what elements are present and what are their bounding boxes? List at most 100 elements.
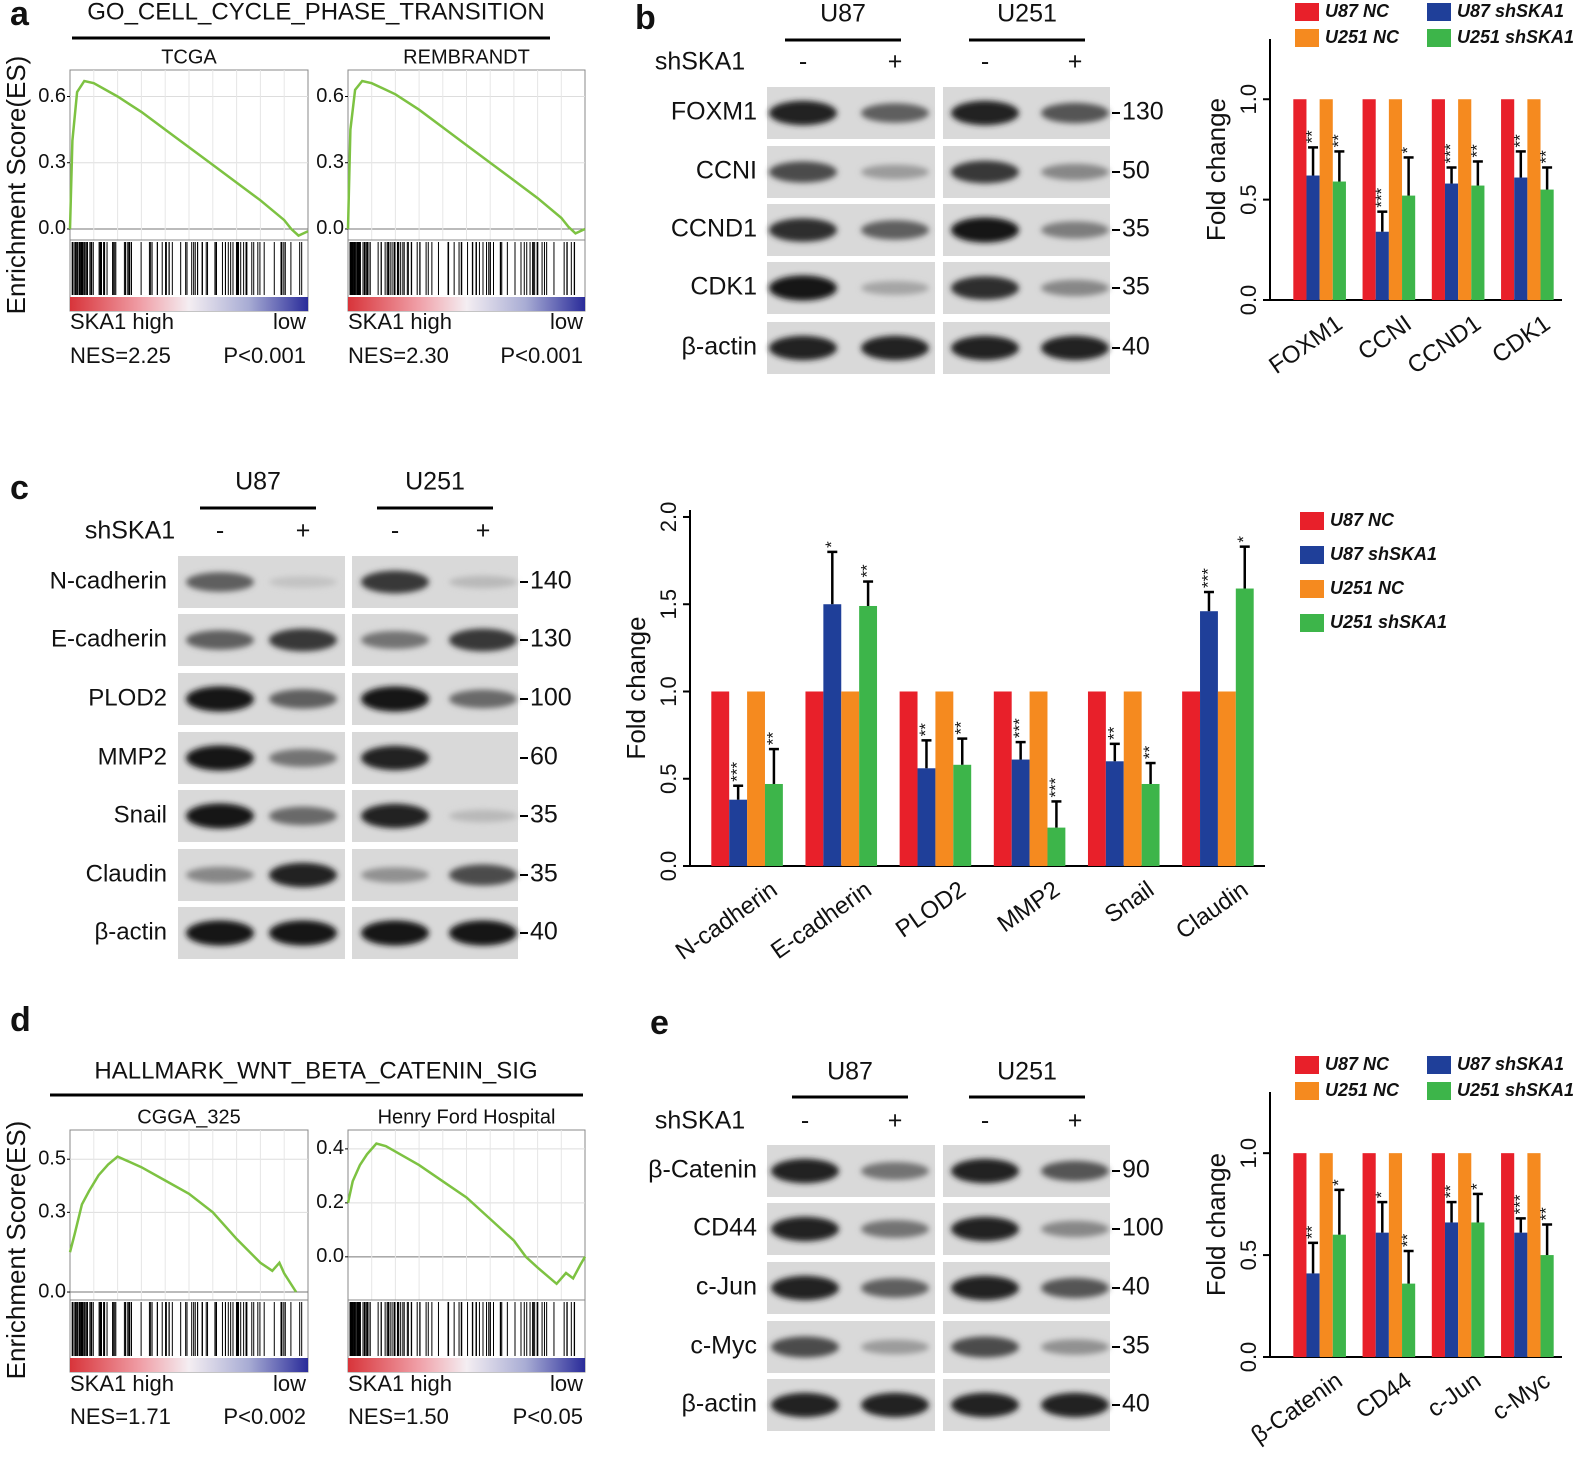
blot-band bbox=[861, 103, 929, 123]
significance-label: * bbox=[822, 541, 841, 548]
legend-swatch bbox=[1427, 29, 1451, 47]
significance-label: *** bbox=[1441, 143, 1460, 163]
blot-band bbox=[771, 1336, 839, 1358]
marker-label: 60 bbox=[530, 743, 558, 771]
y-tick-label: 0.3 bbox=[38, 151, 66, 173]
marker-label: 35 bbox=[1122, 215, 1150, 243]
bar bbox=[1105, 761, 1124, 866]
blot-band bbox=[1041, 1160, 1109, 1182]
blot-band bbox=[269, 628, 337, 652]
rank-high-label: SKA1 high bbox=[70, 309, 174, 334]
marker-label: 90 bbox=[1122, 1156, 1150, 1184]
bar bbox=[1444, 1222, 1459, 1357]
bar bbox=[747, 691, 765, 866]
y-tick-label: 0.5 bbox=[1236, 1240, 1261, 1271]
legend-label: U87 shSKA1 bbox=[1330, 544, 1437, 564]
rank-high-label: SKA1 high bbox=[348, 309, 452, 334]
significance-label: ** bbox=[1329, 134, 1348, 148]
significance-label: * bbox=[1329, 1179, 1348, 1186]
cell-line-label: U87 bbox=[820, 0, 866, 28]
legend-swatch bbox=[1427, 3, 1451, 21]
treatment-label: shSKA1 bbox=[655, 1107, 745, 1135]
bar bbox=[1527, 99, 1541, 300]
significance-label: ** bbox=[763, 731, 782, 745]
significance-label: ** bbox=[1510, 134, 1529, 148]
blot-band bbox=[361, 920, 429, 946]
cell-line-label: U87 bbox=[827, 1058, 873, 1086]
bar bbox=[1217, 691, 1236, 866]
es-curve bbox=[68, 1155, 298, 1293]
marker-label: 40 bbox=[1122, 333, 1150, 361]
blot-band bbox=[186, 630, 254, 650]
y-axis-label: Enrichment Score(ES) bbox=[1, 56, 31, 315]
bar bbox=[899, 691, 918, 866]
protein-label: CDK1 bbox=[690, 273, 757, 301]
bar bbox=[805, 691, 824, 866]
y-tick-label: 0.0 bbox=[38, 1280, 66, 1302]
bar bbox=[1527, 1153, 1541, 1357]
bar bbox=[1011, 759, 1030, 866]
bar bbox=[1458, 99, 1472, 300]
y-tick-label: 0.0 bbox=[316, 1245, 344, 1267]
es-curve bbox=[346, 1142, 587, 1286]
blot-band bbox=[186, 686, 254, 712]
nes-label: NES=2.25 bbox=[70, 343, 171, 368]
y-tick-label: 0.0 bbox=[656, 851, 681, 882]
cell-line-label: U87 bbox=[235, 468, 281, 496]
blot-band bbox=[186, 920, 254, 946]
marker-label: 130 bbox=[1122, 98, 1164, 126]
p-value-label: P<0.001 bbox=[500, 343, 583, 368]
legend-label: U251 NC bbox=[1325, 27, 1400, 47]
x-tick-label: c-Jun bbox=[1422, 1367, 1486, 1423]
significance-label: ** bbox=[1537, 1207, 1556, 1221]
y-tick-label: 0.2 bbox=[316, 1191, 344, 1213]
blot-band bbox=[861, 1392, 929, 1418]
blot-band bbox=[951, 1158, 1019, 1184]
bar bbox=[1471, 185, 1485, 300]
significance-label: ** bbox=[1104, 726, 1123, 740]
significance-label: * bbox=[1467, 1183, 1486, 1190]
treatment-label: shSKA1 bbox=[85, 517, 175, 545]
nes-label: NES=1.71 bbox=[70, 1404, 171, 1429]
blot-band bbox=[186, 572, 254, 592]
bar bbox=[1375, 231, 1389, 300]
marker-label: 35 bbox=[1122, 1332, 1150, 1360]
rank-gradient bbox=[70, 297, 308, 311]
legend-label: U87 shSKA1 bbox=[1457, 1, 1564, 21]
bar bbox=[917, 768, 936, 866]
significance-label: *** bbox=[1046, 777, 1065, 797]
rank-low-label: low bbox=[550, 309, 583, 334]
blot-band bbox=[1041, 1277, 1109, 1299]
cell-line-label: U251 bbox=[997, 1058, 1057, 1086]
protein-label: c-Myc bbox=[690, 1332, 757, 1360]
x-tick-label: Snail bbox=[1100, 876, 1159, 929]
bar bbox=[729, 799, 748, 866]
protein-label: Snail bbox=[114, 801, 167, 828]
y-tick-label: 0.3 bbox=[316, 151, 344, 173]
blot-band bbox=[361, 631, 429, 649]
bar bbox=[1235, 588, 1254, 866]
bar bbox=[1319, 1153, 1333, 1357]
x-tick-label: β-Catenin bbox=[1246, 1367, 1347, 1449]
blot-band bbox=[1041, 335, 1109, 361]
bar bbox=[1182, 691, 1201, 866]
significance-label: *** bbox=[1010, 718, 1029, 738]
significance-label: * bbox=[1398, 146, 1417, 153]
blot-band bbox=[771, 1216, 839, 1242]
significance-label: *** bbox=[1372, 187, 1391, 207]
bar bbox=[1444, 183, 1459, 300]
bar bbox=[1319, 99, 1333, 300]
bar bbox=[1501, 99, 1515, 300]
bar bbox=[1458, 1153, 1472, 1357]
blot-band bbox=[771, 1275, 839, 1301]
bar bbox=[1029, 691, 1048, 866]
blot-band bbox=[861, 1278, 929, 1298]
x-tick-label: CDK1 bbox=[1487, 310, 1555, 369]
y-tick-label: 2.0 bbox=[656, 502, 681, 533]
cell-line-label: U251 bbox=[405, 468, 465, 496]
blot-band bbox=[861, 1220, 929, 1238]
blot-band bbox=[449, 920, 517, 946]
legend-swatch bbox=[1300, 546, 1324, 564]
lane-label: - bbox=[799, 48, 807, 76]
blot-band bbox=[769, 161, 837, 183]
